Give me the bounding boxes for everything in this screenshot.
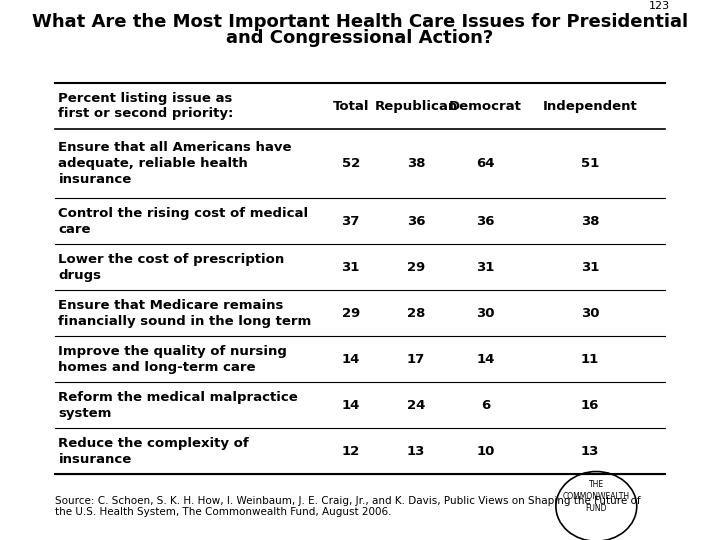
Text: 37: 37 [341,214,360,228]
Text: Lower the cost of prescription
drugs: Lower the cost of prescription drugs [58,253,284,282]
Text: 31: 31 [477,261,495,274]
Text: 38: 38 [581,214,599,228]
Text: 123: 123 [649,1,670,11]
Text: 31: 31 [581,261,599,274]
Text: 36: 36 [477,214,495,228]
Text: 14: 14 [341,353,360,366]
Text: 64: 64 [477,157,495,170]
Text: What Are the Most Important Health Care Issues for Presidential: What Are the Most Important Health Care … [32,14,688,31]
Text: 38: 38 [407,157,426,170]
Text: Republican: Republican [374,99,458,112]
Text: 14: 14 [477,353,495,366]
Text: 30: 30 [477,307,495,320]
Text: 14: 14 [341,399,360,411]
Text: 31: 31 [341,261,360,274]
Text: 17: 17 [407,353,425,366]
Text: Reduce the complexity of
insurance: Reduce the complexity of insurance [58,437,249,465]
Text: 16: 16 [581,399,599,411]
Text: 10: 10 [477,445,495,458]
Text: 29: 29 [341,307,360,320]
Text: Percent listing issue as
first or second priority:: Percent listing issue as first or second… [58,92,234,120]
Text: Total: Total [333,99,369,112]
Text: 52: 52 [341,157,360,170]
Text: 6: 6 [481,399,490,411]
Text: 51: 51 [581,157,599,170]
Text: 36: 36 [407,214,426,228]
Text: Control the rising cost of medical
care: Control the rising cost of medical care [58,207,308,235]
Text: THE
COMMONWEALTH
FUND: THE COMMONWEALTH FUND [563,481,630,513]
Text: 11: 11 [581,353,599,366]
Text: 12: 12 [341,445,360,458]
Text: Reform the medical malpractice
system: Reform the medical malpractice system [58,391,298,420]
Text: 28: 28 [407,307,425,320]
Text: 24: 24 [407,399,425,411]
Text: Democrat: Democrat [449,99,522,112]
Text: Ensure that all Americans have
adequate, reliable health
insurance: Ensure that all Americans have adequate,… [58,141,292,186]
Text: 29: 29 [407,261,425,274]
Text: Independent: Independent [543,99,637,112]
Text: 13: 13 [581,445,599,458]
Text: and Congressional Action?: and Congressional Action? [226,30,494,48]
Text: Source: C. Schoen, S. K. H. How, I. Weinbaum, J. E. Craig, Jr., and K. Davis, Pu: Source: C. Schoen, S. K. H. How, I. Wein… [55,496,641,517]
Text: Improve the quality of nursing
homes and long-term care: Improve the quality of nursing homes and… [58,345,287,374]
Text: 13: 13 [407,445,425,458]
Text: Ensure that Medicare remains
financially sound in the long term: Ensure that Medicare remains financially… [58,299,312,328]
Text: 30: 30 [581,307,599,320]
